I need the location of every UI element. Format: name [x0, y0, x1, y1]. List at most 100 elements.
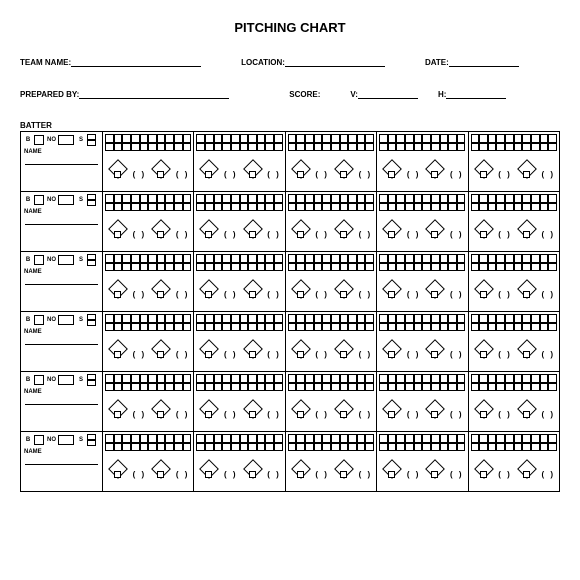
batter-cell: BNOSNAME [21, 252, 103, 312]
diamond-icon [151, 399, 169, 417]
paren-label: ( ) [541, 290, 555, 299]
page-title: PITCHING CHART [20, 20, 560, 35]
pitch-cell: ( )( ) [285, 432, 376, 492]
pitch-cell: ( )( ) [194, 432, 285, 492]
paren-label: ( ) [541, 350, 555, 359]
diamond-icon [151, 219, 169, 237]
paren-label: ( ) [315, 350, 329, 359]
diamond-icon [291, 399, 309, 417]
chart-row: BNOSNAME( )( )( )( )( )( )( )( )( )( ) [21, 432, 560, 492]
pitch-count-grid [105, 254, 191, 271]
pitch-count-grid [288, 194, 374, 211]
paren-label: ( ) [176, 230, 190, 239]
diamond-icon [425, 459, 443, 477]
paren-label: ( ) [315, 410, 329, 419]
pitch-count-grid [471, 134, 557, 151]
pitch-count-grid [471, 314, 557, 331]
pitch-count-grid [379, 194, 465, 211]
pitch-cell: ( )( ) [194, 192, 285, 252]
paren-label: ( ) [267, 410, 281, 419]
diamond-icon [291, 159, 309, 177]
batter-cell: BNOSNAME [21, 192, 103, 252]
paren-label: ( ) [133, 410, 147, 419]
pitch-count-grid [379, 134, 465, 151]
pitch-count-grid [379, 434, 465, 451]
diamond-icon [334, 219, 352, 237]
pitch-cell: ( )( ) [103, 132, 194, 192]
paren-label: ( ) [407, 290, 421, 299]
prepared-by-label: PREPARED BY: [20, 90, 79, 99]
diamond-icon [108, 459, 126, 477]
pitch-cell: ( )( ) [285, 192, 376, 252]
diamond-icon [199, 399, 217, 417]
paren-label: ( ) [133, 290, 147, 299]
pitch-cell: ( ) ( ) [468, 312, 559, 372]
diamond-icon [382, 459, 400, 477]
pitch-cell: ( )( ) [285, 252, 376, 312]
pitch-cell: ( ) ( ) [194, 252, 285, 312]
pitch-cell: ( )( ) [194, 372, 285, 432]
pitch-cell: ( )( ) [468, 372, 559, 432]
date-line [449, 57, 519, 67]
diamond-icon [243, 459, 261, 477]
diamond-icon [474, 159, 492, 177]
pitch-count-grid [105, 434, 191, 451]
diamond-icon [334, 339, 352, 357]
paren-label: ( ) [359, 170, 373, 179]
diamond-icon [108, 339, 126, 357]
diamond-icon [425, 339, 443, 357]
diamond-icon [108, 159, 126, 177]
prepared-by-line [79, 89, 229, 99]
paren-label: ( ) [498, 410, 512, 419]
header-row-1: TEAM NAME: LOCATION: DATE: [20, 57, 560, 67]
paren-label: ( ) [450, 290, 464, 299]
paren-label: ( ) [224, 170, 238, 179]
diamond-icon [382, 399, 400, 417]
diamond-icon [151, 339, 169, 357]
paren-label: ( ) [541, 230, 555, 239]
batter-cell: BNOSNAME [21, 432, 103, 492]
diamond-icon [199, 459, 217, 477]
diamond-icon [425, 159, 443, 177]
diamond-icon [425, 219, 443, 237]
team-name-line [71, 57, 201, 67]
diamond-icon [291, 279, 309, 297]
paren-label: ( ) [224, 470, 238, 479]
paren-label: ( ) [133, 470, 147, 479]
paren-label: ( ) [224, 290, 238, 299]
location-line [285, 57, 385, 67]
diamond-icon [382, 279, 400, 297]
diamond-icon [517, 159, 535, 177]
paren-label: ( ) [267, 350, 281, 359]
diamond-icon [474, 339, 492, 357]
paren-label: ( ) [267, 290, 281, 299]
paren-label: ( ) [407, 230, 421, 239]
pitch-count-grid [288, 314, 374, 331]
pitch-cell: ( )( ) [103, 252, 194, 312]
diamond-icon [243, 159, 261, 177]
paren-label: ( ) [498, 350, 512, 359]
pitch-count-grid [379, 254, 465, 271]
paren-label: ( ) [359, 230, 373, 239]
pitch-cell: ( )( ) [194, 132, 285, 192]
pitch-cell: ( )( ) [103, 432, 194, 492]
paren-label: ( ) [407, 170, 421, 179]
pitch-count-grid [105, 374, 191, 391]
pitching-chart-table: BNOSNAME ( ) ( ) ( ) ( ) ( ) ( ) ( ) ( ) ( ) ( ) BN… [20, 131, 560, 492]
h-label: H: [438, 90, 446, 99]
diamond-icon [291, 459, 309, 477]
diamond-icon [517, 399, 535, 417]
paren-label: ( ) [498, 230, 512, 239]
paren-label: ( ) [541, 170, 555, 179]
paren-label: ( ) [498, 170, 512, 179]
pitch-cell: ( )( ) [103, 312, 194, 372]
diamond-icon [382, 219, 400, 237]
diamond-icon [517, 339, 535, 357]
diamond-icon [243, 399, 261, 417]
pitch-cell: ( ) ( ) [468, 132, 559, 192]
pitch-cell: ( )( ) [377, 432, 468, 492]
pitch-count-grid [288, 134, 374, 151]
pitch-count-grid [288, 434, 374, 451]
paren-label: ( ) [176, 350, 190, 359]
diamond-icon [108, 279, 126, 297]
